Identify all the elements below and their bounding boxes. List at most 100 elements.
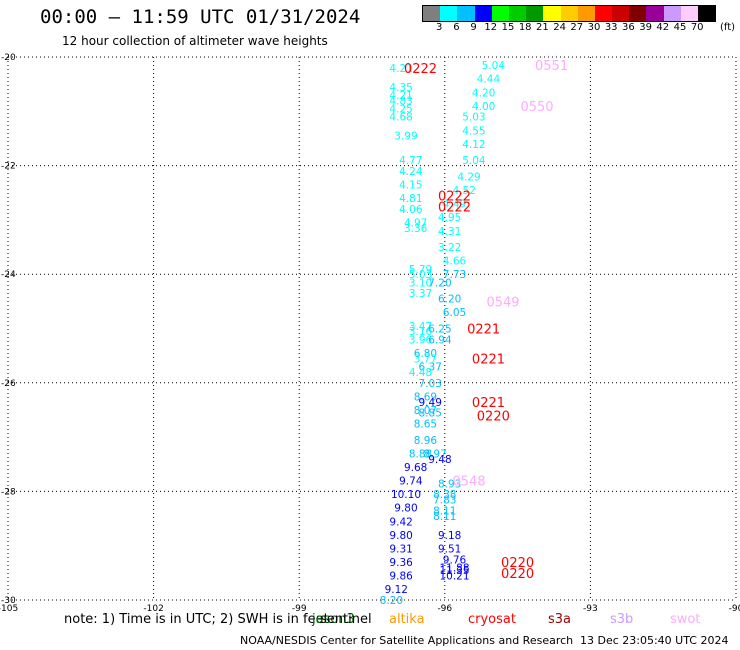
swh-value-label: 6.25 [428,324,451,336]
swh-value-label: 8.69 [414,391,437,403]
swh-value-label: 5.04 [462,155,486,167]
legend-tick-label: 39 [639,22,652,33]
swh-value-label: 4.21 [389,63,412,75]
footer-timestamp: 13 Dec 23:05:40 UTC 2024 [580,634,729,647]
legend-tick-label: 3 [436,22,443,33]
pass-time-label: 0221 [472,352,505,367]
swh-value-label: 9.49 [419,397,442,409]
pass-time-label: 0221 [472,396,505,411]
swh-value-label: 4.44 [477,74,501,86]
swh-value-label: 8.38 [433,489,456,501]
chart-title: 00:00 – 11:59 UTC 01/31/2024 [40,6,361,28]
swh-value-label: 10.10 [391,489,421,501]
swh-value-label: 5.03 [409,269,432,281]
swh-value-label: 4.12 [462,139,485,151]
footer-credit: NOAA/NESDIS Center for Satellite Applica… [240,634,574,647]
legend-swatch [491,6,509,21]
legend-swatch [440,6,458,21]
swh-value-label: 4.24 [399,166,423,178]
legend-tick-label: 42 [656,22,670,33]
x-tick-label: -90 [729,604,740,614]
swh-value-label: 9.36 [389,557,413,569]
swh-value-label: 8.07 [414,405,437,417]
legend-tick-label: 36 [622,22,635,33]
legend-swatch [526,6,544,21]
pass-time-label: 0222 [438,189,471,204]
swh-value-label: 8.65 [414,419,437,431]
swh-value-label: 3.47 [409,321,432,333]
swh-value-label: 4.77 [399,155,422,167]
swh-value-label: 5.79 [409,264,432,276]
x-tick-label: -105 [0,604,18,614]
swh-value-label: 4.48 [409,367,432,379]
swh-value-label: 4.00 [472,101,495,113]
legend-swatch [543,6,561,21]
legend-tick-label: 21 [536,22,549,33]
satellite-label-altika: altika [389,612,425,627]
y-tick-label: -30 [1,596,16,606]
swh-value-label: 4.25 [389,104,412,116]
swh-value-label: 6.20 [438,294,461,306]
x-tick-label: -102 [143,604,163,614]
swh-value-label: 7.73 [443,269,466,281]
pass-time-label: 0220 [501,556,534,571]
legend-swatch [508,6,527,21]
satellite-label-swot: swot [670,612,701,627]
chart-subtitle: 12 hour collection of altimeter wave hei… [62,34,328,48]
legend-swatch [680,6,698,21]
legend-swatch [698,6,716,21]
swh-value-label: 3.96 [409,334,433,346]
legend-tick-label: 30 [587,22,601,33]
legend-tick-label: 24 [553,22,566,33]
swh-value-label: 4.35 [389,82,412,94]
pass-time-label: 0548 [453,475,486,490]
legend-swatch [457,6,475,21]
swh-value-label: 4.31 [438,226,461,238]
legend-tick-label: 6 [453,22,460,33]
legend-tick-label: 18 [518,22,532,33]
legend-swatch [663,6,681,21]
y-tick-label: -28 [1,487,16,497]
swh-value-label: 8.93 [438,478,461,490]
swh-value-label: 3.77 [414,353,437,365]
y-tick-label: -26 [1,379,16,389]
swh-value-label: 4.29 [457,171,480,183]
swh-value-label: 4.49 [443,199,466,211]
legend-tick-label: 70 [690,22,704,33]
swh-value-label: 7.83 [433,495,456,507]
x-tick-label: -93 [583,604,598,614]
swh-value-label: 11.88 [439,562,469,574]
legend-swatch [594,6,613,21]
swh-value-label: 6.80 [414,348,437,360]
swh-value-label: 3.99 [394,131,417,143]
swh-value-label: 9.48 [428,454,451,466]
satellite-label-jason3: jason3 [312,612,355,627]
legend-tick-label: 12 [484,22,498,33]
swh-value-label: 7.03 [419,378,442,390]
pass-time-label: 0220 [501,567,534,582]
pass-time-label: 0222 [404,62,437,77]
swh-value-label: 8.11 [433,511,456,523]
swh-value-label: 9.86 [389,571,413,583]
swh-value-label: 3.37 [409,288,432,300]
legend-swatch [560,6,578,21]
color-scale-labels: (ft) 3 6 9 12 15 18 21 24 27 30 33 36 39 42 45 70 [422,22,735,34]
swh-value-label: 8.88 [409,448,432,460]
swh-value-label: 4.52 [453,185,476,197]
swh-value-label: 6.37 [419,362,442,374]
swh-value-label: 3.22 [438,242,461,254]
swh-value-label: 9.12 [385,584,408,596]
x-tick-label: -99 [292,604,307,614]
satellite-label-s3a: s3a [548,612,572,627]
pass-time-label: 0551 [535,59,568,74]
pass-time-label: 0221 [467,323,500,338]
swh-value-label: 4.81 [399,193,422,205]
pass-time-label: 0549 [486,295,519,310]
legend-swatch [423,6,441,21]
swh-value-label: 4.97 [404,218,427,230]
swh-value-label: 8.20 [380,595,403,607]
swh-value-label: 11.35 [439,565,469,577]
note-text: note: 1) Time is in UTC; 2) SWH is in fe… [64,612,329,627]
swh-value-label: 9.31 [389,543,412,555]
